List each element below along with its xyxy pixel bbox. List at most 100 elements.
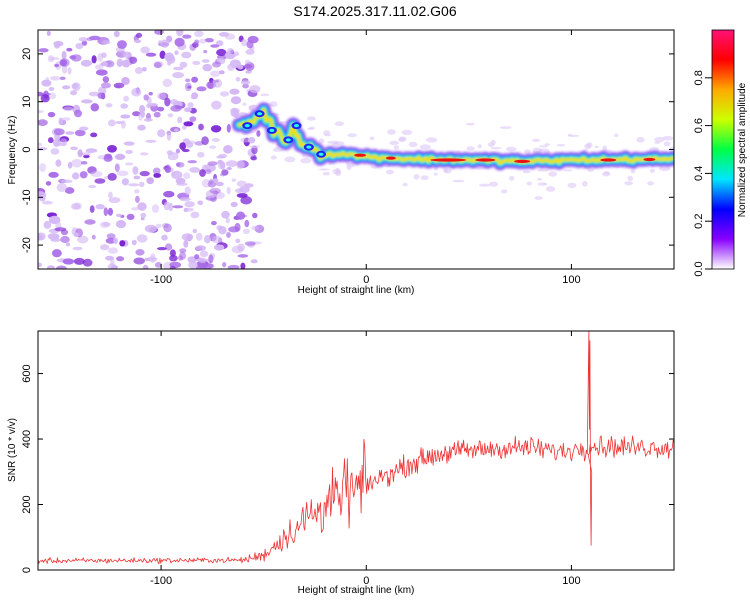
spectrogram-ytick-label: -20: [21, 237, 33, 253]
noise-blob: [221, 210, 230, 219]
noise-blob: [107, 263, 117, 269]
noise-blob: [184, 107, 192, 113]
noise-blob: [204, 235, 211, 244]
ridge-peak: [600, 158, 617, 162]
noise-blob: [213, 178, 219, 184]
noise-blob: [240, 262, 246, 269]
noise-blob: [94, 178, 106, 184]
haze-blob: [426, 137, 438, 143]
noise-blob: [230, 107, 240, 114]
noise-blob: [107, 247, 118, 254]
noise-blob: [120, 103, 129, 109]
noise-blob: [181, 233, 194, 241]
noise-blob: [175, 148, 180, 154]
noise-blob: [82, 258, 93, 267]
noise-blob: [188, 261, 198, 269]
noise-blob: [131, 87, 142, 97]
noise-blob: [107, 145, 117, 153]
noise-blob: [226, 167, 232, 170]
noise-blob: [81, 40, 88, 46]
noise-blob: [205, 169, 212, 175]
haze-blob: [318, 138, 325, 144]
colorbar-tick-label: 0.6: [693, 118, 705, 133]
haze-blob: [408, 141, 418, 148]
noise-blob: [155, 223, 162, 229]
noise-blob: [139, 152, 149, 156]
noise-blob: [179, 61, 188, 68]
noise-blob: [90, 132, 98, 138]
haze-blob: [335, 170, 342, 176]
spectrogram-ylabel: Frequency (Hz): [7, 116, 18, 185]
noise-blob: [38, 91, 44, 97]
noise-blob: [199, 38, 207, 44]
haze-blob: [398, 137, 406, 143]
noise-blob: [201, 136, 209, 146]
noise-blob: [227, 264, 240, 269]
noise-blob: [244, 241, 256, 246]
noise-blob: [114, 153, 126, 160]
noise-blob: [79, 126, 89, 131]
noise-blob: [185, 141, 194, 148]
spectrogram-image: [38, 30, 674, 269]
noise-blob: [194, 30, 204, 37]
haze-blob: [443, 168, 449, 173]
ridge-blob-core: [257, 112, 263, 116]
haze-blob: [334, 121, 344, 126]
haze-blob: [479, 183, 491, 187]
noise-blob: [88, 184, 97, 189]
noise-blob: [113, 82, 125, 89]
noise-blob: [115, 220, 127, 229]
snr-ytick-label: 0: [21, 567, 33, 573]
haze-blob: [567, 182, 577, 188]
noise-blob: [90, 103, 100, 112]
noise-blob: [95, 64, 104, 70]
noise-blob: [74, 109, 82, 118]
noise-blob: [175, 177, 186, 185]
noise-blob: [159, 50, 166, 59]
haze-blob: [393, 145, 399, 150]
noise-blob: [72, 246, 83, 251]
noise-blob: [80, 152, 92, 156]
noise-blob: [67, 161, 73, 169]
noise-blob: [139, 105, 146, 114]
haze-blob: [369, 136, 375, 141]
noise-blob: [237, 243, 246, 252]
haze-blob: [602, 145, 608, 151]
noise-blob: [60, 235, 70, 244]
noise-blob: [65, 131, 75, 135]
noise-blob: [121, 120, 126, 129]
noise-blob: [169, 255, 178, 262]
noise-blob: [97, 92, 106, 99]
noise-blob: [91, 234, 96, 240]
haze-blob: [582, 180, 588, 187]
colorbar-ticks: 0.0 0.2 0.4 0.6 0.8: [693, 70, 712, 277]
spectrogram-xlabel: Height of straight line (km): [298, 285, 415, 296]
noise-blob: [178, 255, 183, 261]
noise-blob: [152, 167, 161, 175]
noise-blob: [218, 70, 225, 75]
spectrogram-xtick-label: 0: [363, 274, 369, 286]
noise-blob: [61, 85, 71, 90]
noise-blob: [230, 201, 238, 208]
haze-blob: [385, 169, 394, 175]
noise-blob: [121, 178, 129, 186]
noise-blob: [57, 138, 66, 142]
noise-blob: [198, 257, 208, 264]
noise-blob: [174, 50, 179, 55]
noise-blob: [117, 40, 127, 49]
noise-blob: [116, 58, 124, 68]
noise-blob: [113, 237, 118, 244]
noise-blob: [59, 76, 66, 81]
noise-blob: [181, 51, 192, 59]
haze-blob: [649, 168, 656, 173]
noise-blob: [202, 63, 213, 72]
noise-blob: [195, 265, 206, 269]
noise-blob: [187, 102, 194, 108]
noise-blob: [81, 99, 93, 104]
noise-blob: [225, 160, 238, 168]
noise-blob: [100, 62, 109, 67]
haze-blob: [509, 175, 515, 181]
haze-blob: [307, 127, 314, 130]
noise-blob: [125, 149, 133, 154]
noise-blob: [150, 253, 156, 261]
